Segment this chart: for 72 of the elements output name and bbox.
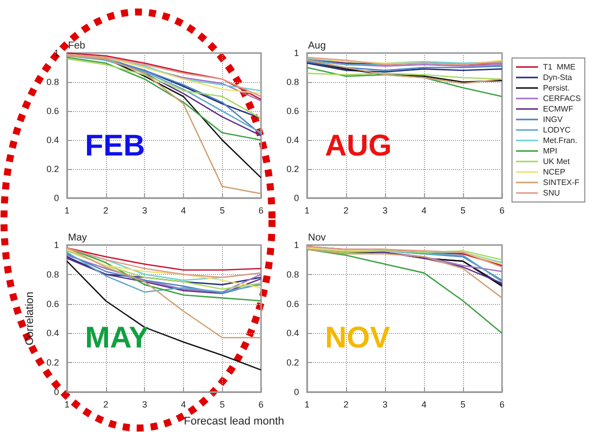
legend-label: ECMWF: [543, 104, 574, 114]
y-tick-label: 1: [54, 240, 59, 250]
legend-label: NCEP: [543, 168, 566, 176]
y-tick-label: 0.8: [286, 269, 299, 280]
x-tick-label: 5: [460, 206, 466, 216]
y-tick-label: 1: [294, 240, 299, 250]
legend-label: Dyn-Sta: [543, 73, 572, 82]
y-tick-label: 0.4: [286, 135, 299, 145]
legend-label: UK Met: [543, 157, 570, 166]
y-tick-label: 1: [294, 48, 299, 58]
x-tick-label: 2: [103, 400, 108, 410]
y-tick-label: 0.2: [286, 358, 299, 368]
y-axis-title: Correlation: [24, 292, 36, 346]
x-tick-label: 3: [142, 206, 148, 216]
x-tick-label: 1: [304, 400, 310, 410]
legend-label: INGV: [543, 115, 564, 124]
x-tick-label: 6: [258, 206, 264, 216]
x-tick-label: 2: [343, 206, 349, 216]
x-tick-label: 2: [103, 206, 108, 216]
y-tick-label: 0: [54, 387, 59, 397]
x-tick-label: 6: [499, 400, 505, 410]
x-tick-label: 4: [180, 206, 186, 216]
line-series: [66, 260, 262, 371]
chart-title: Nov: [308, 232, 326, 244]
chart-title: May: [68, 232, 87, 244]
y-tick-label: 0: [294, 193, 299, 203]
annotation: MAY: [85, 322, 149, 354]
x-tick-label: 4: [180, 400, 186, 410]
x-tick-label: 3: [382, 206, 388, 216]
y-tick-label: 0.8: [286, 77, 299, 87]
y-tick-label: 0: [54, 193, 59, 203]
line-series: [306, 248, 503, 299]
y-tick-label: 0.4: [46, 135, 59, 145]
y-tick-label: 0.8: [46, 269, 59, 280]
x-tick-label: 1: [64, 400, 70, 410]
x-tick-label: 6: [258, 400, 264, 410]
y-tick-label: 0.8: [46, 77, 59, 87]
x-tick-label: 4: [421, 206, 427, 216]
x-axis-title: Forecast lead month: [184, 416, 284, 428]
annotation: FEB: [85, 130, 145, 162]
annotation: NOV: [325, 322, 390, 354]
y-tick-label: 0.4: [46, 328, 59, 338]
y-tick-label: 0.6: [286, 298, 299, 309]
legend-label: T1 MME: [543, 62, 576, 72]
y-tick-label: 0.6: [46, 106, 59, 116]
annotation: AUG: [325, 130, 392, 162]
legend-label: SNU: [543, 188, 560, 198]
y-tick-label: 0.2: [286, 164, 299, 174]
x-tick-label: 3: [382, 400, 388, 410]
y-tick-label: 0.2: [46, 358, 59, 368]
chart-title: Aug: [308, 40, 326, 52]
y-tick-label: 0.2: [46, 164, 59, 174]
x-tick-label: 5: [220, 400, 225, 410]
chart-title: Feb: [68, 40, 86, 52]
x-tick-label: 5: [220, 206, 225, 216]
legend-label: Persist.: [543, 84, 570, 92]
y-tick-label: 0.4: [286, 328, 299, 338]
legend-label: MPI: [543, 146, 558, 156]
legend-label: SINTEX-F: [543, 178, 580, 187]
x-tick-label: 6: [499, 206, 505, 216]
x-tick-label: 1: [304, 206, 310, 216]
legend-label: Met.Fran.: [543, 136, 578, 145]
x-tick-label: 1: [64, 206, 70, 216]
x-tick-label: 5: [460, 400, 466, 410]
y-tick-label: 0: [294, 387, 299, 397]
x-tick-label: 4: [421, 400, 427, 410]
x-tick-label: 3: [142, 400, 148, 410]
y-tick-label: 0.6: [286, 106, 299, 116]
x-tick-label: 2: [343, 400, 349, 410]
legend-label: CERFACS: [543, 94, 581, 103]
legend-label: LODYC: [543, 126, 571, 134]
y-tick-label: 0.6: [46, 298, 59, 309]
